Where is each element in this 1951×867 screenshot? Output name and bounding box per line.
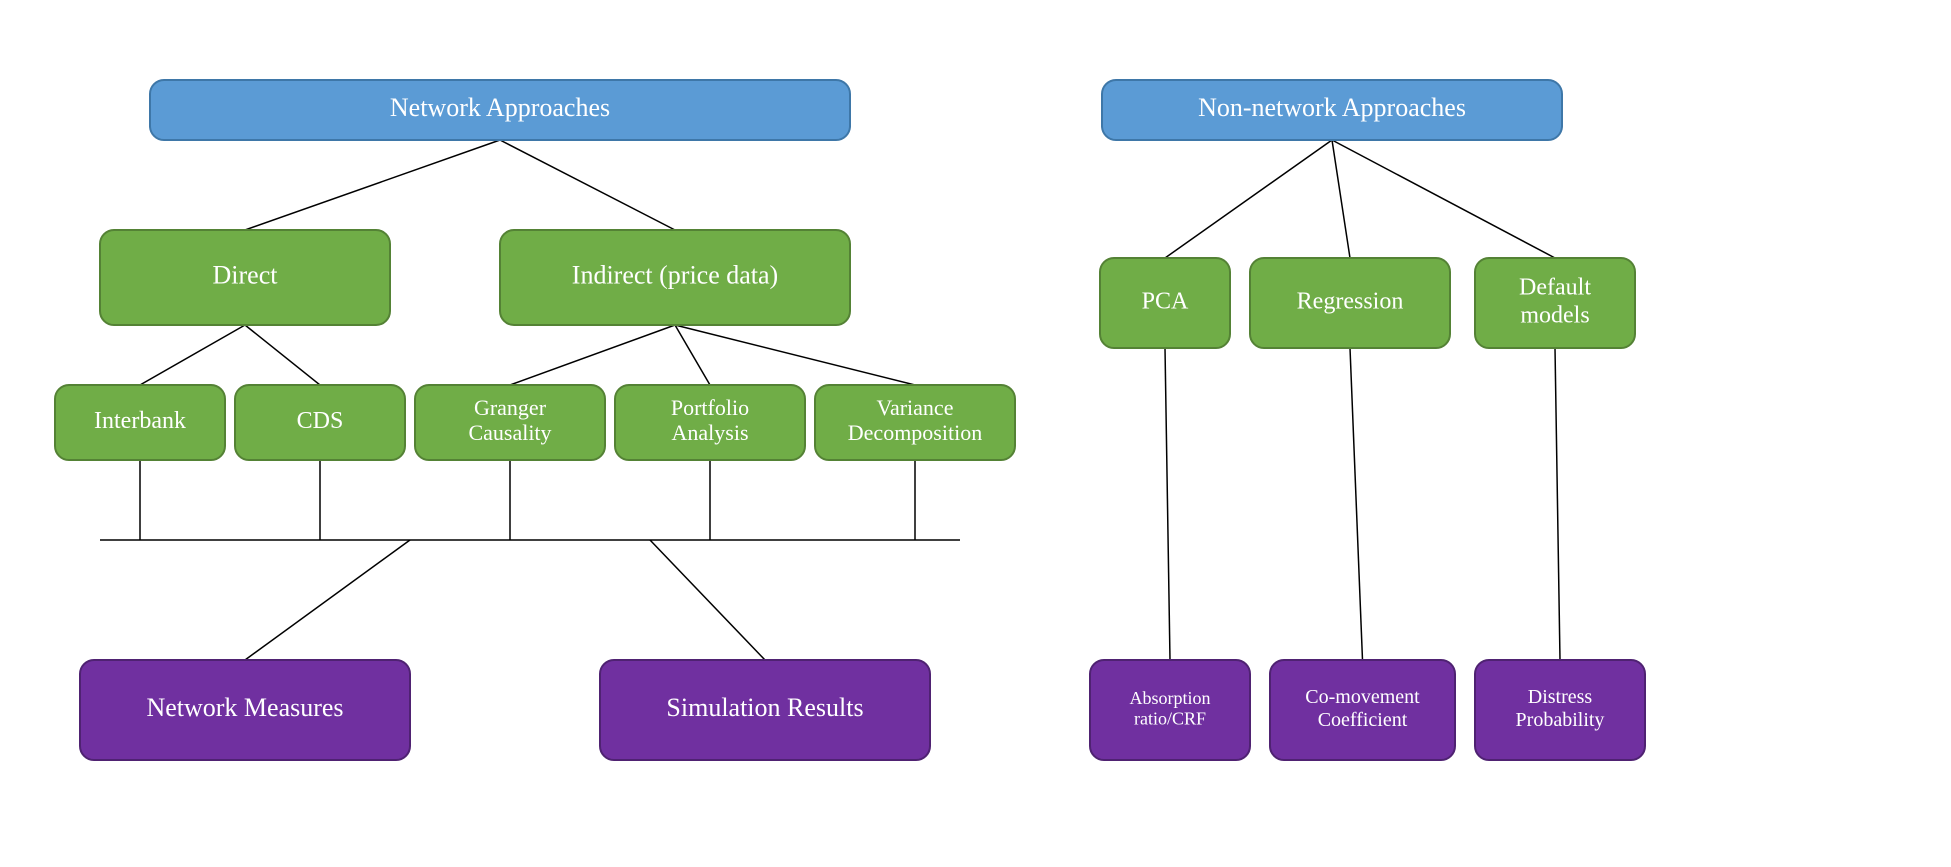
node-sim_results-label-0: Simulation Results [666, 693, 863, 722]
node-nonnet_approaches-label-0: Non-network Approaches [1198, 93, 1466, 122]
node-distress: DistressProbability [1475, 660, 1645, 760]
node-granger-label-1: Causality [468, 420, 551, 445]
node-portfolio-label-1: Analysis [672, 420, 749, 445]
node-granger: GrangerCausality [415, 385, 605, 460]
node-interbank-label-0: Interbank [94, 408, 186, 434]
node-nonnet_approaches: Non-network Approaches [1102, 80, 1562, 140]
node-net_approaches: Network Approaches [150, 80, 850, 140]
node-absorption-label-1: ratio/CRF [1134, 708, 1206, 728]
node-indirect-label-0: Indirect (price data) [572, 260, 778, 289]
node-default: Defaultmodels [1475, 258, 1635, 348]
node-distress-label-0: Distress [1528, 686, 1593, 708]
node-cds: CDS [235, 385, 405, 460]
node-default-label-1: models [1520, 302, 1589, 328]
node-default-label-0: Default [1519, 275, 1591, 301]
node-net_measures: Network Measures [80, 660, 410, 760]
node-interbank: Interbank [55, 385, 225, 460]
node-portfolio-label-0: Portfolio [671, 395, 749, 420]
node-direct-label-0: Direct [213, 260, 279, 289]
node-variance: VarianceDecomposition [815, 385, 1015, 460]
node-net_measures-label-0: Network Measures [146, 693, 343, 722]
node-cds-label-0: CDS [297, 408, 344, 434]
node-variance-label-1: Decomposition [848, 420, 982, 445]
node-granger-label-0: Granger [474, 395, 547, 420]
node-comovement: Co-movementCoefficient [1270, 660, 1455, 760]
node-pca: PCA [1100, 258, 1230, 348]
node-net_approaches-label-0: Network Approaches [390, 93, 610, 122]
node-regression: Regression [1250, 258, 1450, 348]
node-sim_results: Simulation Results [600, 660, 930, 760]
node-distress-label-1: Probability [1516, 709, 1605, 731]
node-pca-label-0: PCA [1142, 289, 1189, 315]
node-comovement-label-1: Coefficient [1318, 709, 1408, 731]
node-variance-label-0: Variance [877, 395, 954, 420]
node-indirect: Indirect (price data) [500, 230, 850, 325]
node-comovement-label-0: Co-movement [1305, 686, 1420, 708]
node-portfolio: PortfolioAnalysis [615, 385, 805, 460]
node-direct: Direct [100, 230, 390, 325]
node-absorption-label-0: Absorption [1130, 688, 1211, 708]
diagram-canvas: Network Approaches Non-network Approaches… [0, 0, 1951, 867]
node-regression-label-0: Regression [1297, 289, 1404, 315]
node-absorption: Absorptionratio/CRF [1090, 660, 1250, 760]
